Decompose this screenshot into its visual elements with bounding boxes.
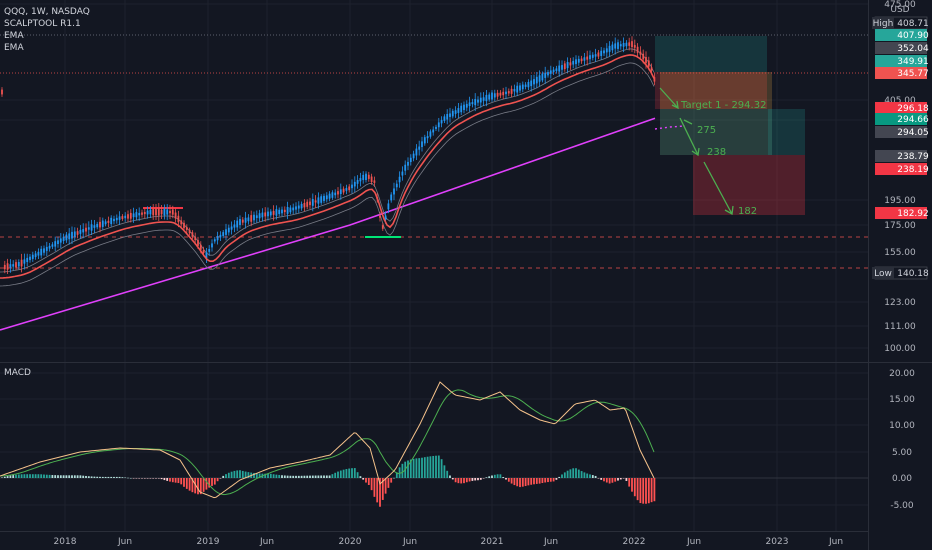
price-tick: 111.00 [884,322,916,332]
time-tick: Jun [828,537,843,547]
price-tag: 182.92 [875,207,929,219]
svg-text:294.05: 294.05 [897,128,929,138]
target-1-label: Target 1 - 294.32 [680,100,766,111]
time-tick: 2019 [197,537,220,547]
profit-zone-1 [655,36,767,72]
time-tick: 2021 [481,537,504,547]
svg-text:238.19: 238.19 [897,165,929,175]
svg-text:238.79: 238.79 [897,152,929,162]
axis-separator [868,0,869,550]
price-tick: 155.00 [884,248,916,258]
macd-tick: -5.00 [890,501,914,511]
pane-separator[interactable] [0,362,932,363]
macd-tick: 15.00 [889,395,915,405]
price-tick: 175.00 [884,221,916,231]
svg-text:345.77: 345.77 [897,69,929,79]
time-tick: Jun [686,537,701,547]
arrow-2 [679,117,699,156]
svg-text:349.91: 349.91 [897,57,929,67]
currency-label: USD [890,5,909,15]
svg-text:294.66: 294.66 [897,115,929,125]
arrow-1-head [671,100,679,110]
target-238-label: 238 [707,147,726,158]
trade-zones [655,36,805,215]
arrow-1 [659,87,679,109]
projection-arrows [659,87,734,216]
time-axis: 2018 Jun 2019 Jun 2020 Jun 2021 Jun 2022 Jun 2023 J… [54,537,843,547]
price-tag: 352.04 [875,42,929,54]
svg-text:352.04: 352.04 [897,44,929,54]
time-tick: 2020 [339,537,362,547]
loss-zone-2 [660,109,772,155]
arrow-3 [703,161,733,215]
time-tick: Jun [259,537,274,547]
indicator-scalptool[interactable]: SCALPTOOL R1.1 [4,19,81,29]
reference-lines [0,34,868,269]
price-tick: 195.00 [884,196,916,206]
macd-axis: 20.00 15.00 10.00 5.00 0.00 -5.00 [889,369,915,511]
time-tick: 2018 [54,537,77,547]
price-tag: 345.77 [875,67,929,79]
ema-slow-line [0,117,686,331]
macd-histogram [1,455,656,507]
price-tag: 296.18 [875,102,929,114]
arrow-2-head [691,147,700,157]
price-tick: 475.00 [884,0,916,10]
profit-zone-3 [768,109,805,155]
time-axis-separator [0,531,868,532]
svg-text:296.18: 296.18 [897,104,929,114]
svg-text:408.71: 408.71 [897,19,929,29]
price-tag: 294.05 [875,126,929,138]
price-tag: 294.66 [875,113,929,125]
price-tick: 405.00 [884,96,916,106]
time-tick: 2022 [623,537,646,547]
macd-tick: 10.00 [889,421,915,431]
loss-zone-3 [693,155,805,215]
time-tick: Jun [543,537,558,547]
price-tag: 238.19 [875,163,929,175]
profit-zone-2 [660,109,772,155]
target-labels: Target 1 - 294.32 275 238 182 [680,100,766,217]
price-axis: 475.00405.00395.00195.00175.00155.00123.… [872,0,929,354]
price-tick: 123.00 [884,298,916,308]
macd-tick: 20.00 [889,369,915,379]
macd-tick: 5.00 [892,448,912,458]
ema-fast-line [0,54,655,279]
svg-text:407.90: 407.90 [897,31,929,41]
macd-tick: 0.00 [892,474,912,484]
arrow-small [683,119,693,125]
chart-legend: QQQ, 1W, NASDAQ SCALPTOOL R1.1 EMA EMA [4,6,90,54]
macd-signal-line [0,389,655,496]
ema-band-lines [0,48,655,287]
macd-line [0,381,655,499]
indicator-ema-1[interactable]: EMA [4,31,24,41]
price-tag: 349.91 [875,55,929,67]
price-tag: 140.18 Low [872,266,929,280]
time-tick: 2023 [766,537,789,547]
price-tag: 238.79 [875,150,929,162]
svg-text:182.92: 182.92 [897,209,929,219]
time-tick: Jun [117,537,132,547]
indicator-ema-2[interactable]: EMA [4,43,24,53]
price-candles [1,36,656,275]
time-tick: Jun [402,537,417,547]
arrow-3-head [724,205,734,216]
svg-text:140.18: 140.18 [897,269,929,279]
loss-zone-4 [660,72,772,109]
symbol-title[interactable]: QQQ, 1W, NASDAQ [4,7,90,17]
price-tag: 407.90 [875,29,929,41]
price-tick: 100.00 [884,344,916,354]
chart-grid [0,0,868,531]
macd-legend[interactable]: MACD [4,368,31,378]
svg-text:Low: Low [874,269,892,279]
target-182-label: 182 [738,206,757,217]
target-275-label: 275 [697,125,716,136]
svg-text:High: High [873,19,894,29]
